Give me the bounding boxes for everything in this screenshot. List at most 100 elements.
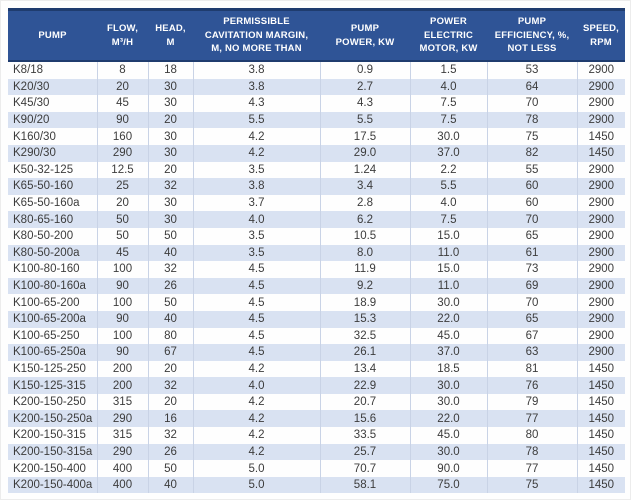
cell-pump: K200-150-315 (13, 429, 86, 442)
column-header-pump: PUMP (8, 8, 97, 62)
cell-motor-power: 7.5 (409, 111, 487, 129)
cell-motor-power: 30.0 (409, 443, 487, 461)
cell-pump-power: 11.9 (319, 261, 410, 278)
cell-pump-power: 5.5 (319, 111, 410, 129)
cell-efficiency: 80 (486, 427, 577, 444)
cell-cavitation-margin: 4.5 (192, 277, 320, 295)
cell-cavitation-margin: 4.5 (192, 294, 320, 311)
cell-cavitation-margin: 5.0 (192, 460, 320, 477)
cell-speed: 1450 (576, 410, 625, 428)
cell-speed: 2900 (576, 261, 625, 278)
table-row: K100-65-200 100 50 4.5 18.9 30.0 70 2900 (8, 294, 625, 311)
column-header-cavitation-margin: PERMISSIBLE CAVITATION MARGIN, M, NO MOR… (193, 8, 320, 62)
cell-motor-power: 15.0 (409, 227, 487, 245)
cell-head: 32 (147, 377, 193, 394)
cell-cavitation-margin: 4.2 (192, 410, 320, 428)
table-row: K200-150-400 400 50 5.0 70.7 90.0 77 145… (8, 460, 625, 477)
cell-efficiency: 77 (486, 460, 577, 477)
cell-pump: K100-65-250 (13, 329, 80, 342)
cell-speed: 2900 (576, 78, 625, 96)
cell-pump: K100-80-160 (13, 263, 80, 276)
cell-flow: 50 (96, 211, 148, 228)
cell-flow: 315 (96, 393, 148, 411)
cell-pump: K65-50-160a (13, 197, 80, 210)
cell-head: 26 (147, 443, 193, 461)
cell-flow: 45 (96, 95, 148, 112)
column-header-head: HEAD, M (148, 8, 193, 62)
cell-speed: 1450 (576, 443, 625, 461)
cell-cavitation-margin: 4.2 (192, 128, 320, 145)
cell-motor-power: 75.0 (409, 476, 487, 494)
cell-efficiency: 82 (486, 144, 577, 162)
table-row: K200-150-315a 290 26 4.2 25.7 30.0 78 14… (8, 443, 625, 461)
cell-motor-power: 45.0 (409, 327, 487, 345)
cell-efficiency: 70 (486, 294, 577, 311)
cell-pump-power: 4.3 (319, 95, 410, 112)
cell-cavitation-margin: 3.8 (192, 178, 320, 195)
table-row: K150-125-315 200 32 4.0 22.9 30.0 76 145… (8, 377, 625, 394)
cell-motor-power: 7.5 (409, 211, 487, 228)
cell-pump: K65-50-160 (13, 180, 74, 193)
cell-pump: K100-65-200 (13, 296, 80, 309)
cell-pump-power: 17.5 (319, 128, 410, 145)
table-row: K8/18 8 18 3.8 0.9 1.5 53 2900 (8, 61, 625, 79)
cell-efficiency: 75 (486, 128, 577, 145)
cell-cavitation-margin: 4.3 (192, 95, 320, 112)
cell-speed: 1450 (576, 128, 625, 145)
cell-pump-power: 20.7 (319, 393, 410, 411)
cell-speed: 2900 (576, 294, 625, 311)
table-header: PUMP FLOW, M³/H HEAD, M PERMISSIBLE CAVI… (8, 8, 625, 62)
cell-speed: 2900 (576, 161, 625, 179)
cell-flow: 90 (96, 277, 148, 295)
cell-flow: 290 (96, 443, 148, 461)
cell-pump-power: 0.9 (319, 61, 410, 79)
cell-pump: K200-150-250 (13, 396, 86, 409)
cell-flow: 12.5 (96, 161, 148, 179)
table-row: K200-150-315 315 32 4.2 33.5 45.0 80 145… (8, 427, 625, 444)
cell-efficiency: 69 (486, 277, 577, 295)
cell-head: 20 (147, 360, 193, 378)
cell-head: 20 (147, 393, 193, 411)
cell-flow: 290 (96, 144, 148, 162)
cell-motor-power: 30.0 (409, 128, 487, 145)
cell-head: 26 (147, 277, 193, 295)
cell-speed: 1450 (576, 144, 625, 162)
cell-motor-power: 4.0 (409, 194, 487, 212)
cell-flow: 100 (96, 261, 148, 278)
cell-pump: K200-150-400 (13, 462, 86, 475)
cell-pump-power: 1.24 (319, 161, 410, 179)
cell-cavitation-margin: 4.0 (192, 211, 320, 228)
table-row: K100-65-200a 90 40 4.5 15.3 22.0 65 2900 (8, 310, 625, 328)
cell-flow: 90 (96, 344, 148, 361)
cell-pump: K200-150-315a (13, 445, 93, 458)
cell-flow: 160 (96, 128, 148, 145)
cell-speed: 2900 (576, 244, 625, 262)
cell-motor-power: 30.0 (409, 377, 487, 394)
cell-flow: 50 (96, 227, 148, 245)
cell-motor-power: 90.0 (409, 460, 487, 477)
column-header-pump-power: PUMP POWER, KW (320, 8, 410, 62)
cell-efficiency: 79 (486, 393, 577, 411)
cell-flow: 45 (96, 244, 148, 262)
cell-speed: 2900 (576, 327, 625, 345)
cell-cavitation-margin: 4.2 (192, 393, 320, 411)
cell-motor-power: 11.0 (409, 244, 487, 262)
cell-motor-power: 15.0 (409, 261, 487, 278)
cell-head: 50 (147, 460, 193, 477)
cell-pump: K290/30 (13, 147, 56, 160)
cell-pump: K45/30 (13, 97, 50, 110)
cell-head: 30 (147, 95, 193, 112)
table-row: K80-65-160 50 30 4.0 6.2 7.5 70 2900 (8, 211, 625, 228)
table-row: K200-150-250 315 20 4.2 20.7 30.0 79 145… (8, 393, 625, 411)
cell-cavitation-margin: 3.5 (192, 227, 320, 245)
cell-flow: 100 (96, 327, 148, 345)
cell-efficiency: 75 (486, 476, 577, 494)
cell-pump: K100-65-200a (13, 313, 86, 326)
cell-motor-power: 30.0 (409, 393, 487, 411)
cell-efficiency: 78 (486, 111, 577, 129)
cell-head: 30 (147, 128, 193, 145)
cell-speed: 1450 (576, 427, 625, 444)
cell-cavitation-margin: 4.2 (192, 427, 320, 444)
cell-head: 30 (147, 144, 193, 162)
cell-flow: 290 (96, 410, 148, 428)
